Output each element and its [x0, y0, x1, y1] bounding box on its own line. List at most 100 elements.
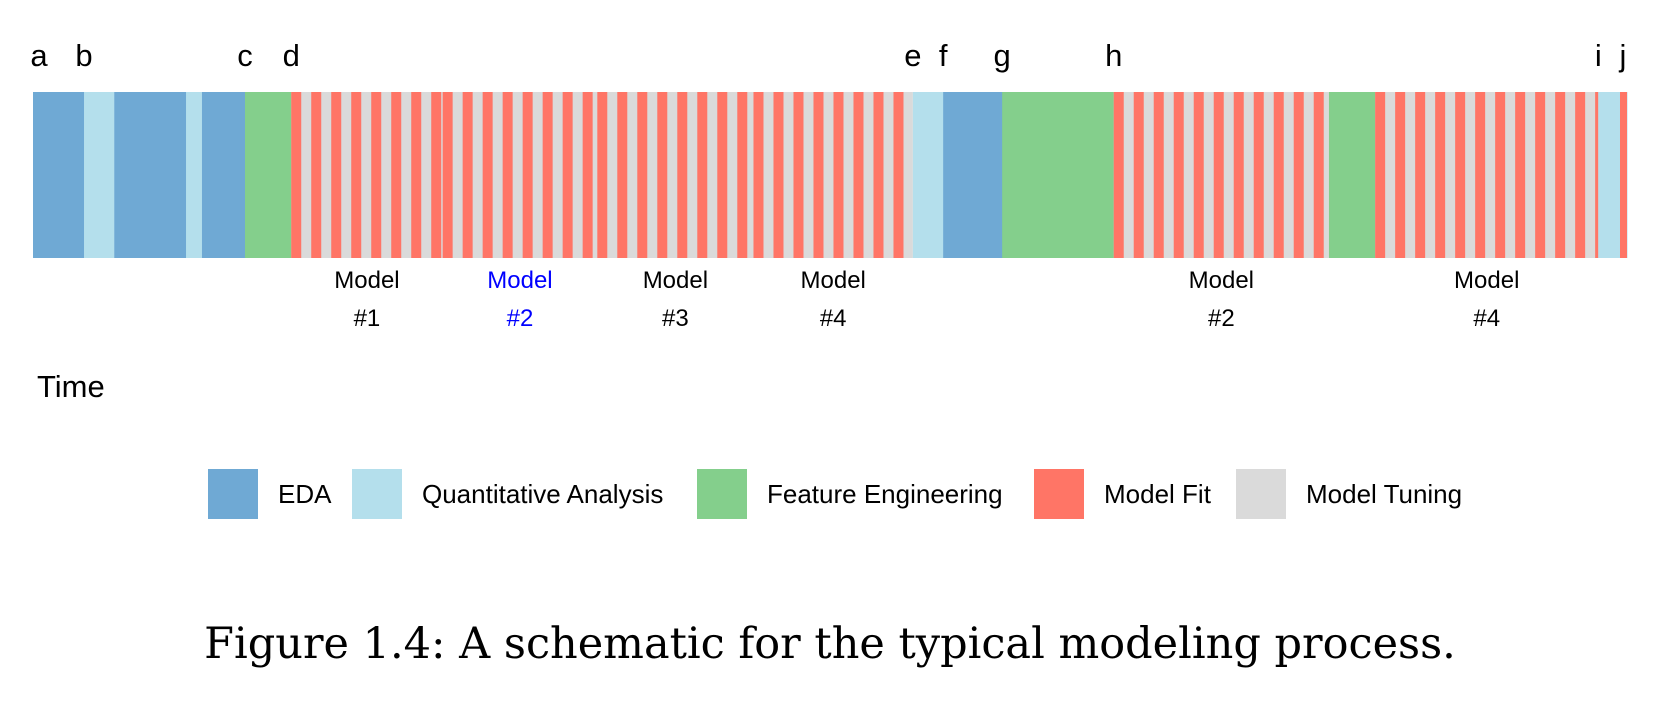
legend-label: Model Tuning: [1306, 479, 1462, 509]
model-label-word: Model: [801, 267, 866, 294]
model-fit-stripe: [311, 92, 322, 258]
model-fit-stripe: [1233, 92, 1244, 258]
model-fit-stripe: [833, 92, 844, 258]
model-fit-stripe: [1475, 92, 1486, 258]
model-fit-stripe: [637, 92, 648, 258]
model-fit-stripe: [1113, 92, 1124, 258]
model-fit-stripe: [371, 92, 382, 258]
quantitative-segment: [84, 92, 115, 258]
model-fit-stripe: [697, 92, 708, 258]
time-axis-label: Time: [37, 369, 105, 404]
feature-segment: [245, 92, 292, 258]
quantitative-segment: [186, 92, 203, 258]
legend-swatch: [208, 469, 258, 519]
legend-label: Feature Engineering: [767, 479, 1003, 509]
model-fit-stripe: [462, 92, 473, 258]
model-label-word: Model: [334, 267, 399, 294]
model-fit-stripe: [522, 92, 533, 258]
model-fit-stripe: [582, 92, 593, 258]
model-fit-stripe: [617, 92, 628, 258]
model-label-number: #1: [354, 305, 381, 332]
eda-segment: [114, 92, 187, 258]
model-fit-stripe: [893, 92, 904, 258]
model-label-number: #3: [662, 305, 689, 332]
model-fit-stripe: [502, 92, 513, 258]
milestone-b: b: [75, 38, 92, 73]
model-fit-stripe: [1455, 92, 1466, 258]
eda-segment: [33, 92, 85, 258]
figure-caption: Figure 1.4: A schematic for the typical …: [204, 619, 1456, 669]
model-fit-stripe: [793, 92, 804, 258]
model-fit-stripe: [1515, 92, 1526, 258]
milestone-c: c: [237, 38, 253, 73]
legend-item-quantitative: Quantitative Analysis: [352, 469, 663, 519]
model-fit-stripe: [411, 92, 422, 258]
model-label-number: #2: [507, 305, 534, 332]
model-fit-stripe: [482, 92, 493, 258]
model-fit-stripe: [873, 92, 884, 258]
model-fit-stripe: [773, 92, 784, 258]
model-fit-stripe: [1495, 92, 1506, 258]
model-fit-stripe: [853, 92, 864, 258]
model-fit-stripe: [1555, 92, 1566, 258]
legend-item-eda: EDA: [208, 469, 332, 519]
model-label-word: Model: [487, 267, 552, 294]
model-label-number: #2: [1208, 305, 1235, 332]
model-fit-stripe: [1173, 92, 1184, 258]
model-fit-stripe: [1415, 92, 1426, 258]
model-labels: Model #1 Model #2 Model #3 Model #4 Model #2 Model…: [334, 267, 1519, 332]
model-fit-stripe: [1193, 92, 1204, 258]
legend-swatch: [1034, 469, 1084, 519]
model-label-word: Model: [1454, 267, 1519, 294]
model-fit-stripe: [1293, 92, 1304, 258]
legend-swatch: [352, 469, 402, 519]
model-label-word: Model: [1189, 267, 1254, 294]
milestone-f: f: [939, 38, 948, 73]
model-fit-stripe: [391, 92, 402, 258]
milestone-i: i: [1595, 38, 1602, 73]
legend-item-feature: Feature Engineering: [697, 469, 1003, 519]
model-fit-stripe: [737, 92, 748, 258]
eda-segment: [201, 92, 246, 258]
model-fit-stripe: [1595, 92, 1599, 258]
model-fit-stripe: [1395, 92, 1406, 258]
model-fit-stripe: [442, 92, 453, 258]
model-fit-stripe: [753, 92, 764, 258]
feature-segment: [1002, 92, 1115, 258]
model-fit-stripe: [1213, 92, 1224, 258]
legend-label: Quantitative Analysis: [422, 479, 663, 509]
legend-swatch: [697, 469, 747, 519]
model-fit-stripe: [1313, 92, 1324, 258]
model-fit-stripe: [1153, 92, 1164, 258]
model-label-number: #4: [1473, 305, 1500, 332]
legend-swatch: [1236, 469, 1286, 519]
model-fit-stripe: [597, 92, 608, 258]
milestone-j: j: [1619, 38, 1627, 73]
model-fit-stripe: [291, 92, 302, 258]
model-label-number: #4: [820, 305, 847, 332]
milestone-g: g: [994, 38, 1011, 73]
model-fit-stripe: [1575, 92, 1586, 258]
model-fit-stripe: [1375, 92, 1386, 258]
model-fit-stripe: [431, 92, 442, 258]
model-fit-stripe: [1535, 92, 1546, 258]
model-fit-stripe: [1435, 92, 1446, 258]
legend-item-fit: Model Fit: [1034, 469, 1212, 519]
model-fit-stripe: [351, 92, 362, 258]
eda-segment: [943, 92, 1003, 258]
timeline-bar: [33, 92, 1628, 258]
model-fit-stripe: [813, 92, 824, 258]
model-label-word: Model: [643, 267, 708, 294]
model-fit-stripe: [1253, 92, 1264, 258]
model-fit-stripe: [1133, 92, 1144, 258]
legend-label: EDA: [278, 479, 332, 509]
milestone-h: h: [1105, 38, 1122, 73]
model-fit-stripe: [677, 92, 688, 258]
legend-item-tuning: Model Tuning: [1236, 469, 1462, 519]
model-fit-stripe: [542, 92, 553, 258]
milestone-d: d: [283, 38, 300, 73]
feature-segment: [1328, 92, 1376, 258]
model-fit-stripe: [1620, 92, 1627, 258]
